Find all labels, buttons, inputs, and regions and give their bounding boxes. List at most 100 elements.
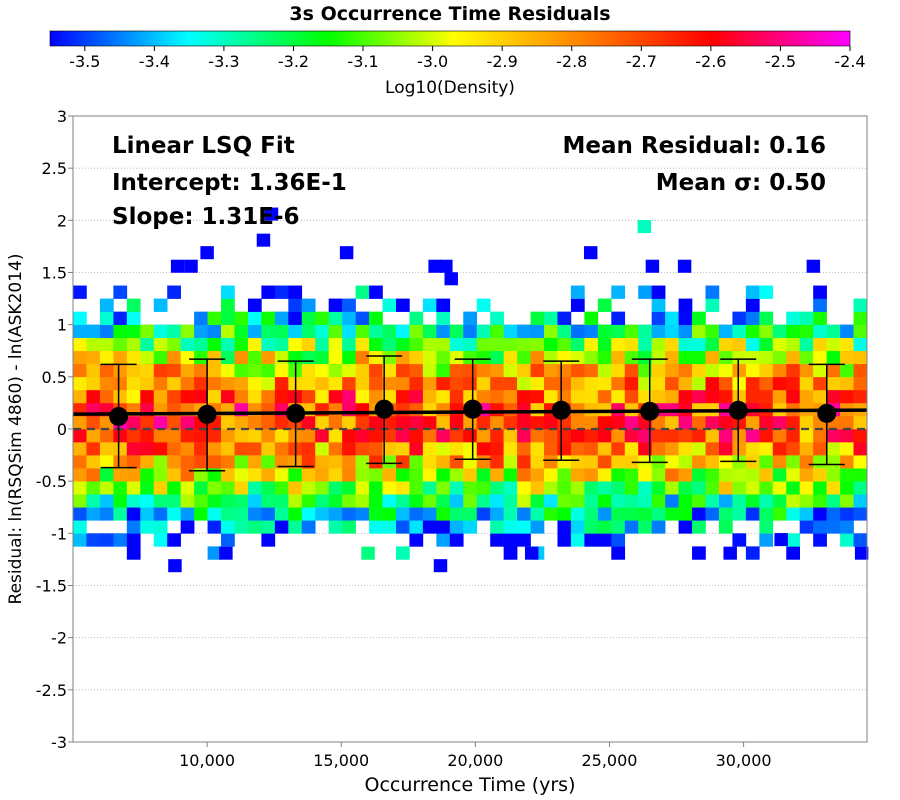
heatmap-cell bbox=[665, 415, 679, 430]
heatmap-cell bbox=[570, 533, 585, 547]
heatmap-cell bbox=[86, 468, 101, 482]
heatmap-cell bbox=[409, 402, 424, 417]
heatmap-cell bbox=[705, 415, 720, 430]
heatmap-cell bbox=[153, 429, 168, 443]
heatmap-cell bbox=[449, 468, 464, 482]
heatmap-cell bbox=[436, 415, 451, 430]
heatmap-cell bbox=[544, 429, 558, 443]
y-tick-label: 0.5 bbox=[42, 368, 67, 387]
heatmap-cell bbox=[113, 507, 128, 521]
heatmap-cell bbox=[853, 376, 868, 391]
heatmap-cell bbox=[840, 494, 854, 508]
colorbar-tick-label: -3.1 bbox=[347, 52, 378, 71]
y-tick-label: 3 bbox=[57, 107, 67, 126]
heatmap-cell bbox=[342, 376, 356, 391]
heatmap-cell-outlier bbox=[645, 259, 660, 273]
heatmap-cell bbox=[247, 311, 262, 325]
heatmap-cell bbox=[342, 389, 356, 404]
heatmap-cell bbox=[86, 429, 101, 443]
heatmap-cell bbox=[395, 298, 410, 312]
heatmap-cell bbox=[113, 494, 128, 508]
heatmap-cell bbox=[140, 415, 155, 430]
heatmap-cell bbox=[274, 350, 289, 365]
heatmap-cell-outlier bbox=[428, 259, 442, 273]
heatmap-cell bbox=[167, 337, 181, 352]
heatmap-cell bbox=[692, 546, 706, 560]
heatmap-cell bbox=[274, 520, 289, 534]
heatmap-cell bbox=[503, 507, 518, 521]
heatmap-cell bbox=[597, 389, 612, 404]
heatmap-cell-outlier bbox=[774, 533, 788, 547]
heatmap-cell bbox=[436, 298, 451, 312]
heatmap-cell bbox=[570, 363, 585, 378]
heatmap-cell bbox=[638, 350, 652, 365]
heatmap-cell bbox=[557, 494, 572, 508]
chart-title: 3s Occurrence Time Residuals bbox=[289, 3, 610, 25]
heatmap-cell bbox=[611, 415, 626, 430]
heatmap-cell bbox=[759, 507, 774, 521]
heatmap-cell bbox=[167, 429, 181, 443]
heatmap-cell bbox=[651, 468, 666, 482]
heatmap-cell bbox=[99, 363, 114, 378]
heatmap-cell bbox=[261, 376, 276, 391]
heatmap-cell bbox=[813, 389, 827, 404]
heatmap-cell bbox=[180, 442, 195, 456]
heatmap-cell bbox=[490, 415, 504, 430]
heatmap-cell bbox=[611, 429, 626, 443]
heatmap-cell bbox=[140, 468, 155, 482]
heatmap-cell bbox=[113, 376, 128, 391]
heatmap-cell bbox=[772, 363, 787, 378]
heatmap-cell bbox=[342, 415, 356, 430]
heatmap-cell bbox=[369, 481, 383, 495]
heatmap-cell bbox=[73, 415, 87, 430]
heatmap-cell bbox=[463, 337, 478, 352]
heatmap-cell bbox=[382, 363, 397, 378]
heatmap-cell bbox=[463, 350, 478, 365]
heatmap-cell bbox=[786, 337, 801, 352]
heatmap-cell bbox=[207, 429, 222, 443]
heatmap-cell bbox=[745, 442, 760, 456]
heatmap-cell bbox=[638, 337, 652, 352]
heatmap-cell bbox=[597, 363, 612, 378]
heatmap-cell bbox=[328, 494, 343, 508]
heatmap-cell bbox=[611, 481, 626, 495]
heatmap-cell-outlier bbox=[168, 559, 182, 573]
heatmap-cell bbox=[113, 533, 128, 547]
heatmap-cell bbox=[597, 376, 612, 391]
heatmap-cell bbox=[194, 376, 208, 391]
heatmap-cell bbox=[503, 415, 518, 430]
heatmap-cell bbox=[342, 311, 356, 325]
heatmap-cell bbox=[530, 350, 545, 365]
heatmap-cell bbox=[463, 494, 478, 508]
annotation-slope: Slope: 1.31E-6 bbox=[112, 204, 300, 230]
heatmap-cell bbox=[530, 402, 545, 417]
heatmap-cell bbox=[584, 324, 599, 339]
heatmap-cell-outlier bbox=[361, 546, 375, 560]
heatmap-cell bbox=[449, 520, 464, 534]
heatmap-cell bbox=[826, 507, 841, 521]
heatmap-cell bbox=[382, 455, 397, 469]
heatmap-cell bbox=[692, 415, 706, 430]
heatmap-cell bbox=[638, 324, 652, 339]
heatmap-cell bbox=[853, 350, 868, 365]
heatmap-cell bbox=[745, 363, 760, 378]
heatmap-cell bbox=[678, 468, 693, 482]
heatmap-cell bbox=[826, 468, 841, 482]
heatmap-cell bbox=[503, 429, 518, 443]
heatmap-cell bbox=[234, 415, 249, 430]
heatmap-cell bbox=[409, 520, 424, 534]
heatmap-cell bbox=[369, 337, 383, 352]
heatmap-cell bbox=[584, 337, 599, 352]
heatmap-cell bbox=[315, 376, 329, 391]
heatmap-cell bbox=[745, 376, 760, 391]
heatmap-cell-outlier bbox=[583, 246, 598, 260]
heatmap-cell bbox=[651, 389, 666, 404]
heatmap-cell bbox=[436, 311, 451, 325]
heatmap-cell bbox=[772, 324, 787, 339]
binned-mean-point bbox=[817, 403, 837, 423]
heatmap-cell bbox=[113, 481, 128, 495]
heatmap-cell bbox=[422, 402, 437, 417]
heatmap-cell bbox=[167, 389, 181, 404]
heatmap-cell bbox=[557, 311, 572, 325]
heatmap-cell bbox=[611, 389, 626, 404]
